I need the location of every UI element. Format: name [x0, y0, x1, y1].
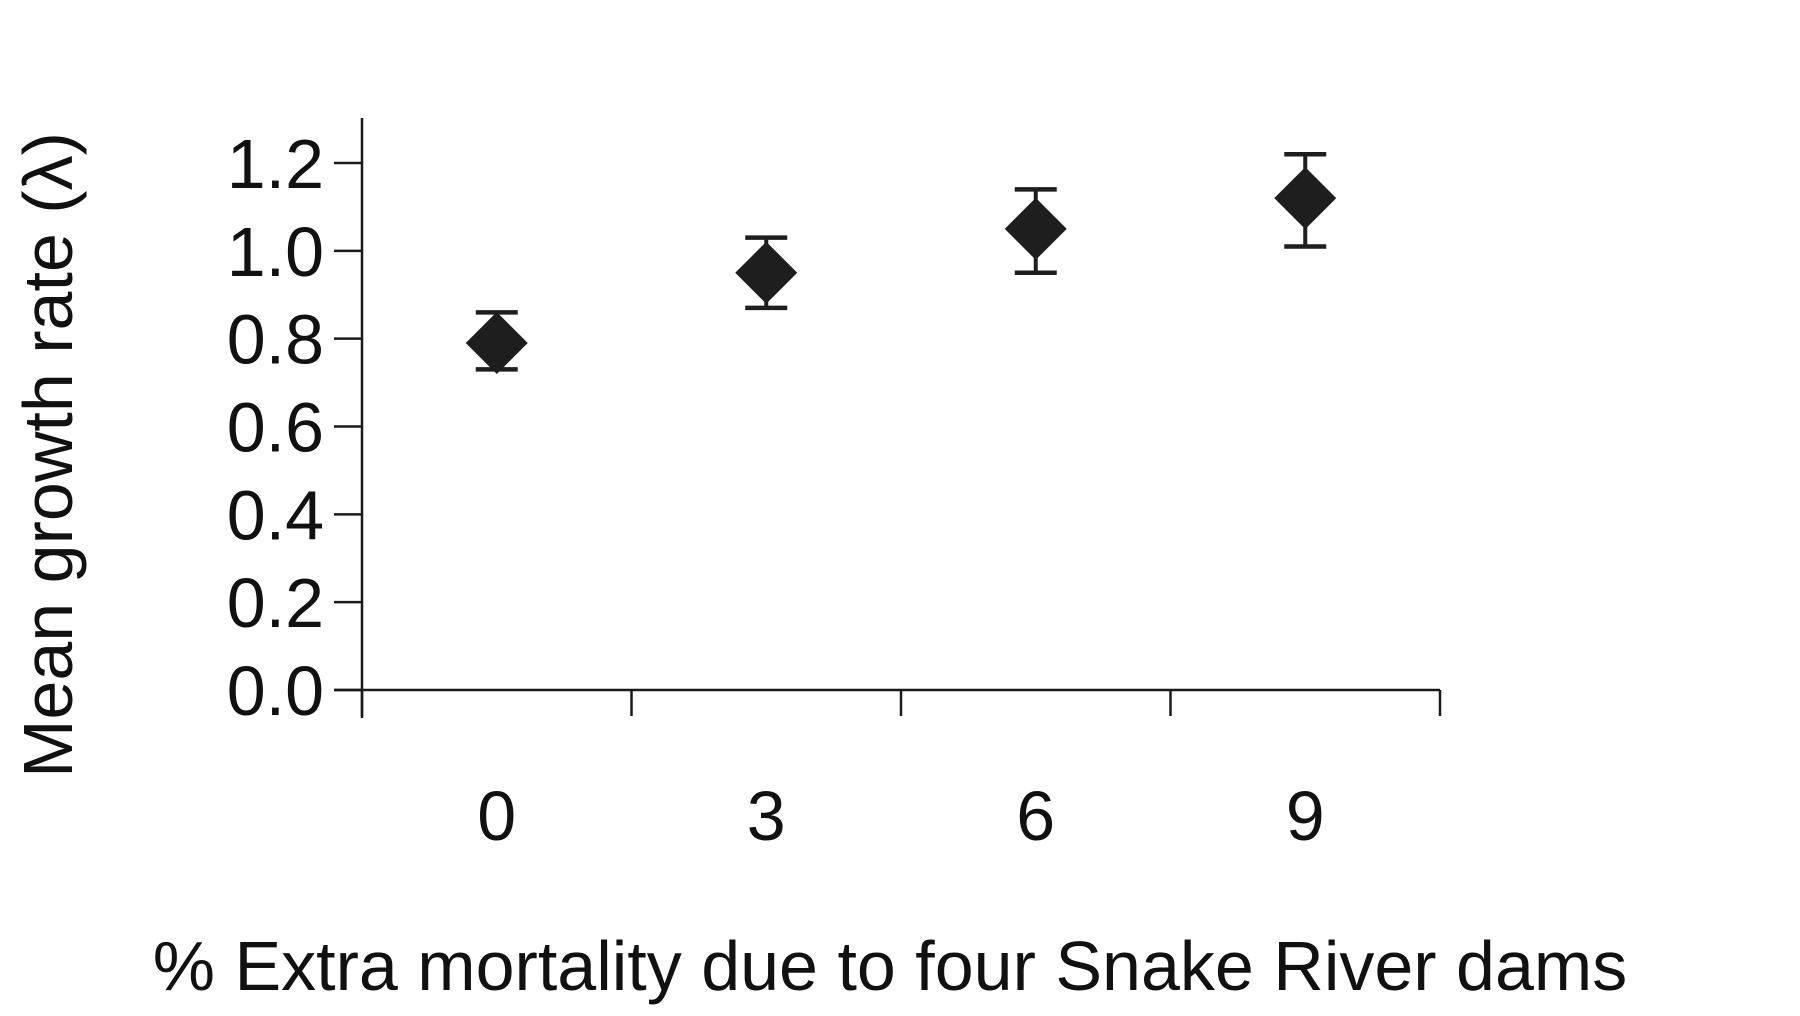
x-tick-label: 6	[1016, 777, 1055, 855]
x-tick-label: 9	[1286, 777, 1325, 855]
data-point	[1004, 197, 1067, 260]
y-tick-label: 1.2	[227, 125, 324, 203]
y-tick-label: 0.6	[227, 389, 324, 467]
y-tick-label: 0.0	[227, 652, 324, 730]
y-tick-label: 0.2	[227, 564, 324, 642]
y-tick-label: 0.4	[227, 476, 324, 554]
x-axis-title: % Extra mortality due to four Snake Rive…	[153, 927, 1627, 1005]
x-tick-label: 3	[747, 777, 786, 855]
data-point	[465, 312, 528, 375]
data-point	[1274, 167, 1337, 230]
y-axis-title: Mean growth rate (λ)	[9, 132, 87, 778]
plot-area	[465, 151, 1337, 375]
y-tick-label: 1.0	[227, 213, 324, 291]
y-tick-label: 0.8	[227, 301, 324, 379]
y-axis: 0.0 0.2 0.4 0.6 0.8 1.0 1.2	[227, 118, 364, 730]
data-point	[735, 241, 798, 304]
x-axis: 0 3 6 9	[334, 688, 1442, 855]
x-tick-label: 0	[477, 777, 516, 855]
